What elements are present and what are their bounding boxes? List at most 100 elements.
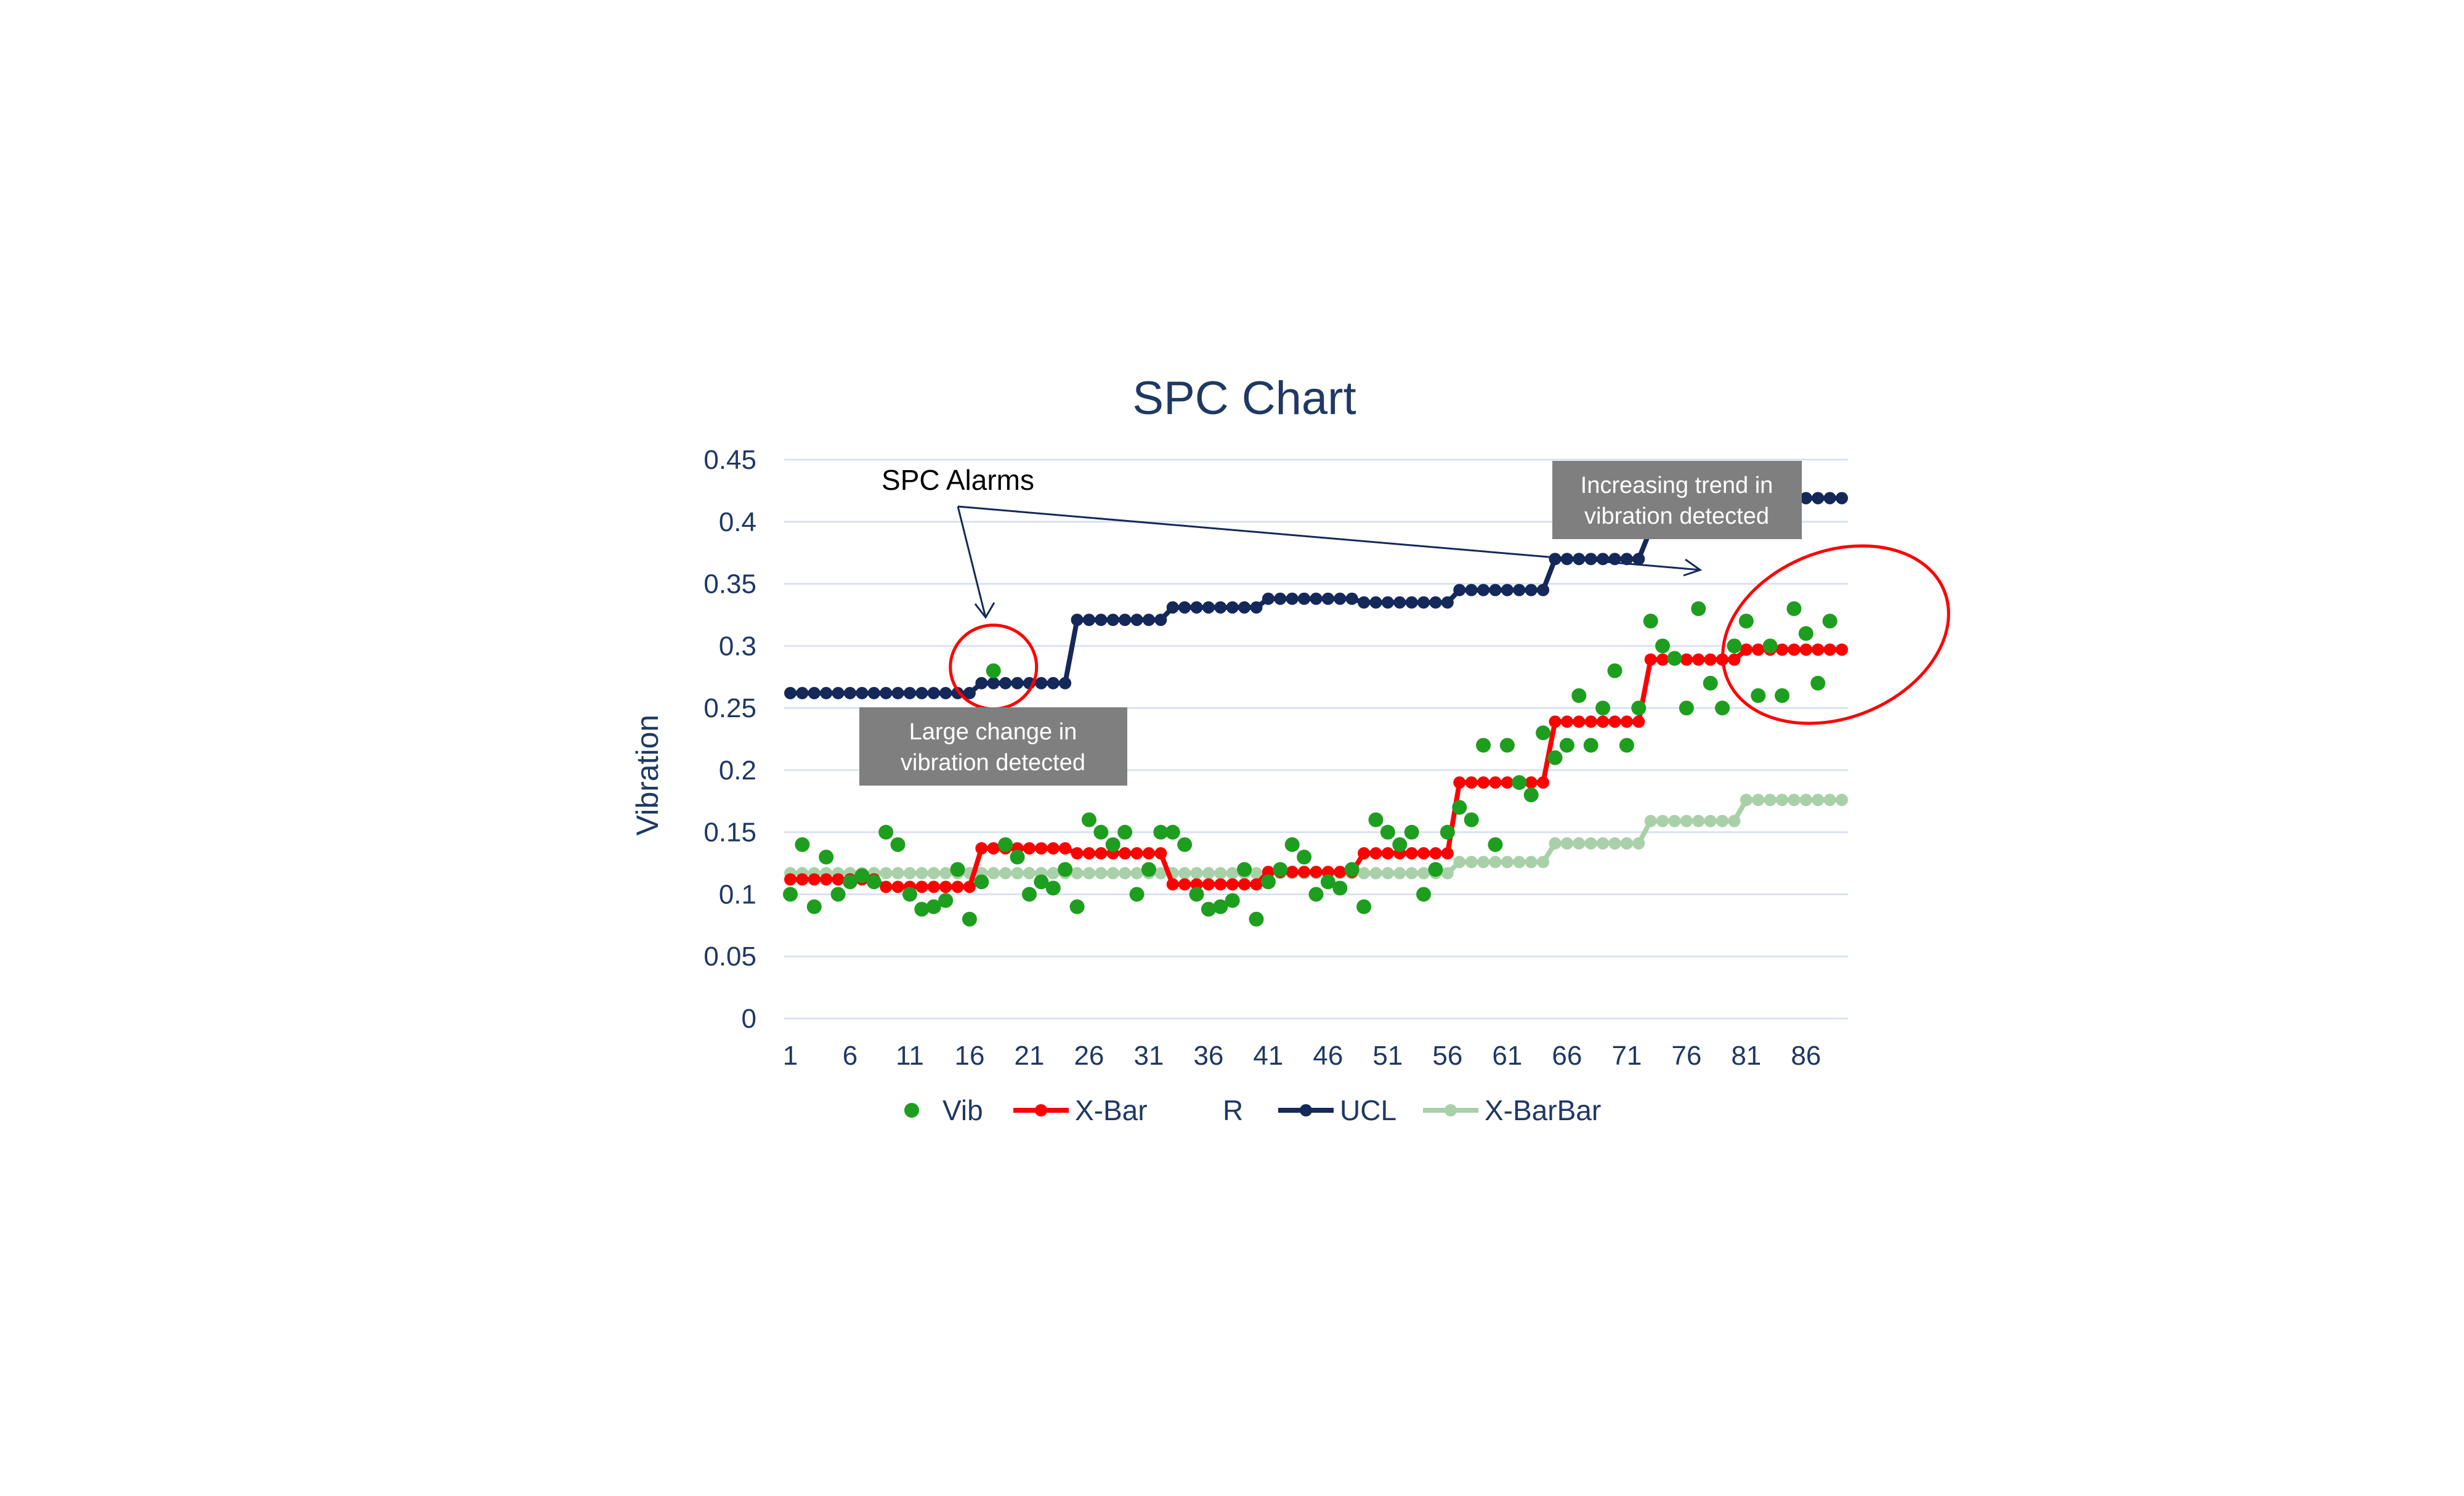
ucl-point xyxy=(1178,601,1191,614)
vib-point xyxy=(1751,688,1766,703)
vib-point xyxy=(1499,738,1515,753)
ucl-point xyxy=(1250,601,1263,614)
note-box-right: Increasing trend in vibration detected xyxy=(1552,461,1802,539)
xbarbar-point xyxy=(1119,867,1132,880)
xbarbar-point xyxy=(1011,867,1024,880)
ucl-point xyxy=(1477,583,1490,596)
xbar-point xyxy=(1728,653,1741,666)
legend: Vib X-Bar R UCL X-BarBar xyxy=(904,1094,1601,1126)
legend-label: UCL xyxy=(1340,1094,1396,1126)
xbarbar-point xyxy=(1656,815,1669,827)
vib-point xyxy=(1021,887,1037,902)
xbar-point xyxy=(1740,643,1753,656)
xbarbar-point xyxy=(1836,794,1848,807)
ucl-point xyxy=(856,686,869,699)
vib-point xyxy=(974,874,989,890)
x-tick-label: 71 xyxy=(1611,1041,1642,1071)
xbar-point xyxy=(1023,842,1035,855)
xbar-point xyxy=(1071,847,1084,860)
xbar-point xyxy=(1262,866,1275,879)
y-tick-label: 0.25 xyxy=(703,693,756,723)
vib-point xyxy=(1153,824,1169,840)
ucl-point xyxy=(1405,596,1418,609)
vib-point xyxy=(1452,800,1467,815)
xbarbar-point xyxy=(891,867,904,880)
x-tick-label: 16 xyxy=(954,1041,984,1071)
ucl-point xyxy=(1071,614,1084,627)
xbar-point xyxy=(1321,866,1334,879)
xbar-point xyxy=(1799,643,1812,656)
xbarbar-point xyxy=(1381,867,1394,880)
legend-item-x-barbar: X-BarBar xyxy=(1423,1094,1601,1126)
legend-label: X-BarBar xyxy=(1485,1094,1601,1126)
vib-point xyxy=(1428,862,1443,877)
vib-point xyxy=(1476,738,1491,753)
xbar-point xyxy=(891,880,904,893)
series xyxy=(783,492,1848,927)
vib-point xyxy=(926,899,941,914)
ucl-point xyxy=(1836,492,1848,505)
xbar-point xyxy=(1752,643,1765,656)
vib-point xyxy=(1404,824,1419,840)
xbar-point xyxy=(1477,776,1490,789)
vib-point xyxy=(1440,824,1455,840)
xbarbar-point xyxy=(1549,837,1562,850)
ucl-point xyxy=(1823,492,1836,505)
xbarbar-point xyxy=(1202,867,1215,880)
vib-point xyxy=(1536,725,1551,741)
xbar-point xyxy=(1620,715,1633,728)
xbar-point xyxy=(1405,847,1418,860)
ucl-point xyxy=(987,677,1000,689)
vib-point xyxy=(1416,887,1432,902)
xbar-point xyxy=(1178,878,1191,891)
y-axis-title: Vibration xyxy=(630,715,665,835)
vib-point xyxy=(1798,626,1814,641)
ucl-point xyxy=(867,686,880,699)
xbarbar-point xyxy=(1178,867,1191,880)
vib-point xyxy=(1237,862,1252,877)
x-tick-label: 66 xyxy=(1552,1041,1582,1071)
vib-point xyxy=(1058,862,1073,877)
xbar-point xyxy=(1453,776,1466,789)
xbar-point xyxy=(1656,653,1669,666)
vib-point xyxy=(962,911,977,927)
legend-item-x-bar: X-Bar xyxy=(1013,1094,1148,1126)
x-tick-label: 36 xyxy=(1193,1041,1223,1071)
xbar-point xyxy=(1776,643,1789,656)
xbarbar-point xyxy=(1023,867,1035,880)
xbar-point xyxy=(915,880,928,893)
xbarbar-point xyxy=(1190,867,1203,880)
vib-point xyxy=(1559,738,1574,753)
xbarbar-point xyxy=(1680,815,1693,827)
ucl-point xyxy=(843,686,856,699)
x-tick-label: 61 xyxy=(1492,1041,1522,1071)
ucl-point xyxy=(808,686,821,699)
legend-swatch-marker xyxy=(1445,1104,1457,1116)
xbar-point xyxy=(1119,847,1132,860)
legend-label: X-Bar xyxy=(1075,1094,1148,1126)
xbar-point xyxy=(1812,643,1825,656)
vib-point xyxy=(1488,837,1503,852)
xbarbar-point xyxy=(1358,867,1371,880)
y-tick-label: 0.4 xyxy=(719,507,756,537)
legend-item-ucl: UCL xyxy=(1278,1094,1396,1126)
xbarbar-point xyxy=(1071,867,1084,880)
xbarbar-line xyxy=(790,797,1842,876)
xbar-point xyxy=(1250,878,1263,891)
note-right-background xyxy=(1552,461,1802,539)
vib-point xyxy=(1727,638,1742,654)
vib-point xyxy=(914,901,930,917)
xbarbar-point xyxy=(1393,867,1406,880)
ucl-point xyxy=(1345,592,1358,605)
xbarbar-point xyxy=(1776,794,1789,807)
x-tick-label: 31 xyxy=(1133,1041,1164,1071)
vib-point xyxy=(1225,893,1240,908)
xbarbar-point xyxy=(1632,837,1645,850)
vib-point xyxy=(1595,701,1611,716)
xbar-point xyxy=(963,880,976,893)
alarm-arrowhead-left xyxy=(974,602,995,619)
xbar-point xyxy=(1573,715,1586,728)
xbar-point xyxy=(927,880,940,893)
vib-point xyxy=(1081,812,1096,827)
